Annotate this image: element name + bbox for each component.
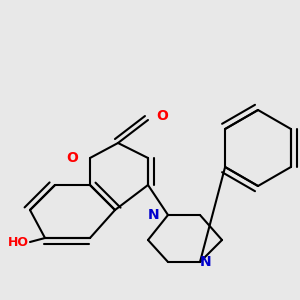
Text: HO: HO <box>8 236 29 248</box>
Text: N: N <box>200 255 212 269</box>
Text: O: O <box>156 109 168 123</box>
Text: N: N <box>148 208 160 222</box>
Text: O: O <box>66 151 78 165</box>
